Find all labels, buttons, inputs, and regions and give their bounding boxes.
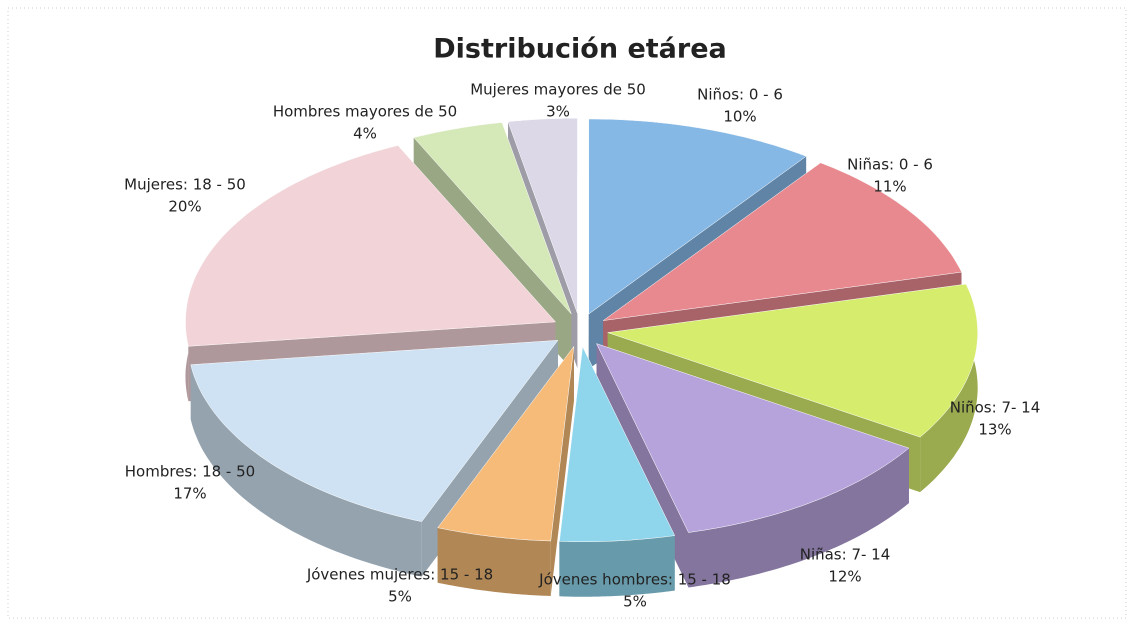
slice-label: Hombres mayores de 50 [273, 103, 457, 121]
slice-label: Niñas: 7- 14 [800, 546, 891, 564]
slice-wall [688, 448, 909, 588]
slice-value-label: 10% [723, 108, 756, 126]
slice-top [507, 118, 578, 314]
slice-label: Mujeres mayores de 50 [470, 81, 646, 99]
slice-top [190, 340, 559, 522]
slice-label: Niños: 7- 14 [950, 399, 1041, 417]
slice-top [603, 162, 962, 321]
slice-value-label: 4% [353, 125, 377, 143]
slice-label: Mujeres: 18 - 50 [124, 176, 246, 194]
slice-top [596, 343, 910, 533]
slice-label: Jóvenes hombres: 15 - 18 [538, 571, 731, 589]
chart-title: Distribución etárea [433, 34, 726, 65]
slice-value-label: 12% [828, 568, 861, 586]
slice-value-label: 5% [623, 593, 647, 611]
slice-top [607, 283, 978, 438]
slice-value-label: 13% [978, 421, 1011, 439]
slice-label: Jóvenes mujeres: 15 - 18 [306, 566, 493, 584]
slice-value-label: 17% [173, 485, 206, 503]
slice-value-label: 5% [388, 588, 412, 606]
slice-label: Niños: 0 - 6 [697, 86, 783, 104]
slice-value-label: 20% [168, 198, 201, 216]
slice-value-label: 11% [873, 178, 906, 196]
slice-top [413, 122, 572, 315]
slice-top [559, 345, 676, 542]
slice-top [437, 345, 575, 542]
slice-label: Niñas: 0 - 6 [847, 156, 933, 174]
slice-wall [559, 535, 675, 597]
slice-wall [920, 284, 978, 493]
slice-wall [190, 364, 422, 577]
slice-label: Hombres: 18 - 50 [125, 463, 255, 481]
slice-top [185, 145, 557, 347]
slice-top [588, 118, 807, 315]
slice-value-label: 3% [546, 103, 570, 121]
